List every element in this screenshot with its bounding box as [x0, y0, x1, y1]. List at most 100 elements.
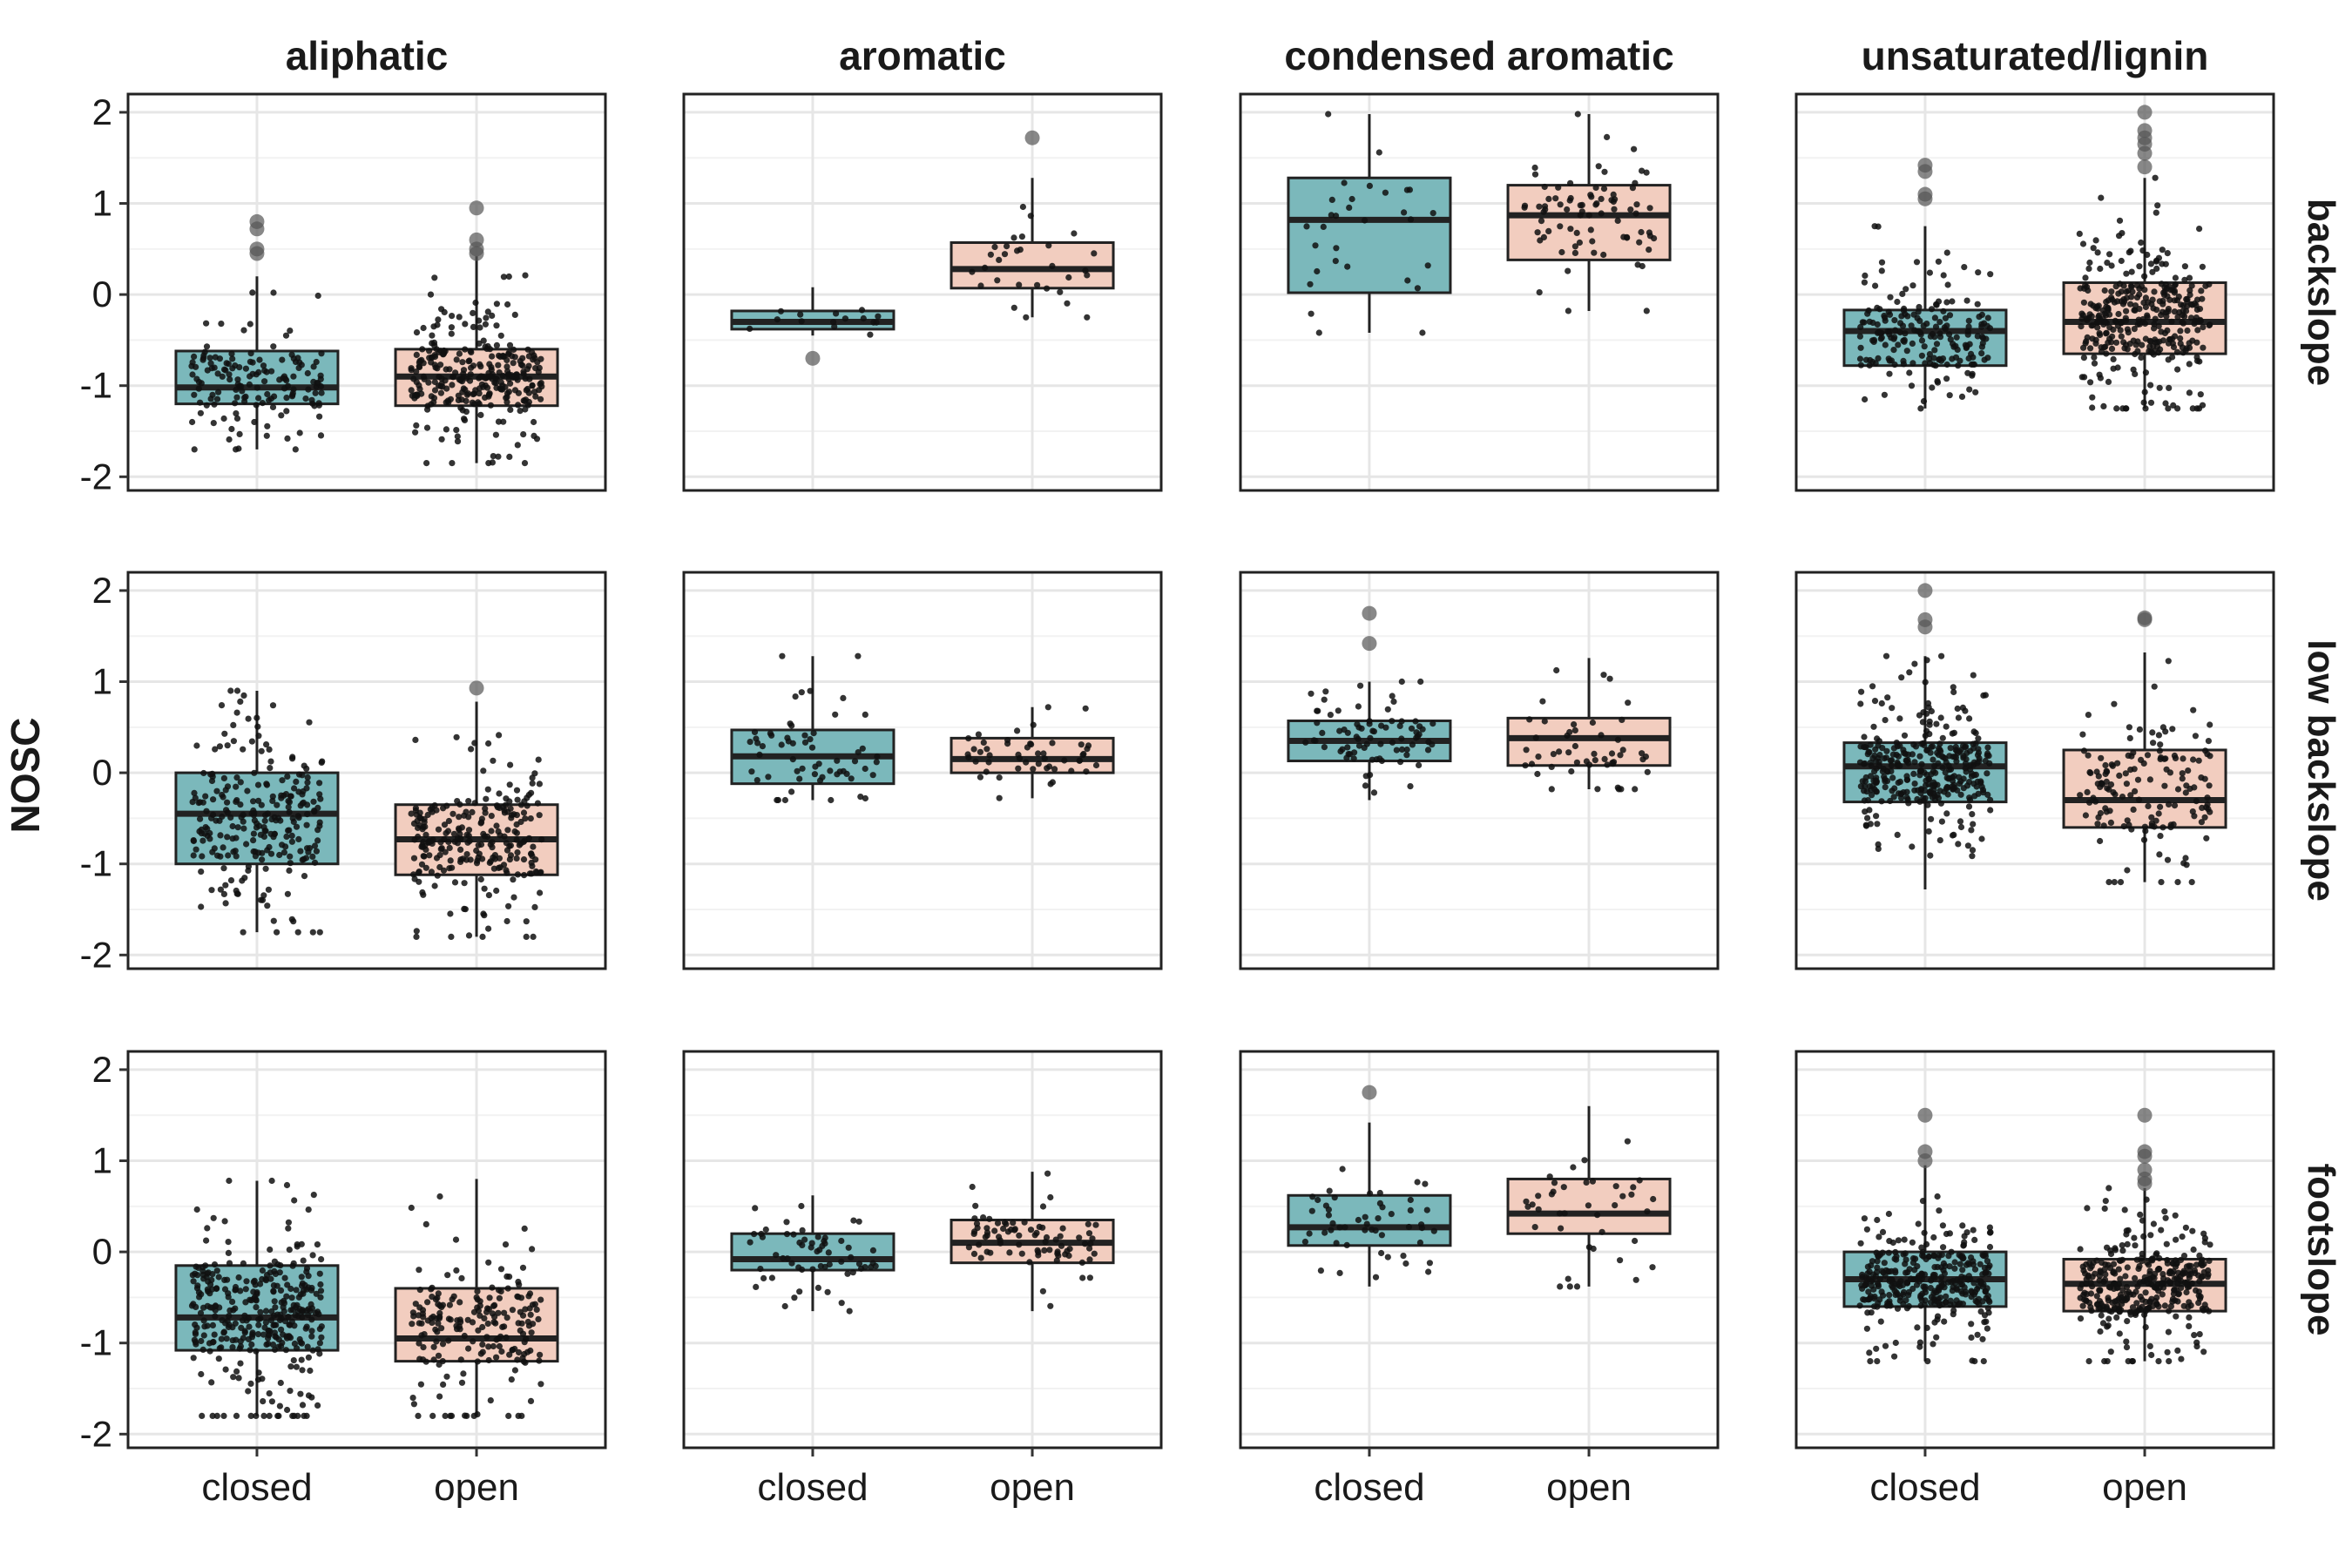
jitter-point: [1642, 754, 1649, 760]
box-closed: [1287, 605, 1452, 801]
jitter-point: [2201, 775, 2208, 782]
jitter-point: [2165, 306, 2172, 313]
jitter-point: [2151, 1284, 2158, 1291]
jitter-point: [1974, 301, 1981, 308]
outlier-point: [2137, 1162, 2153, 1178]
jitter-point: [513, 371, 520, 378]
jitter-point: [476, 317, 483, 324]
jitter-point: [1934, 1313, 1942, 1320]
jitter-point: [1975, 749, 1983, 756]
jitter-point: [276, 1316, 284, 1324]
jitter-point: [276, 851, 283, 859]
jitter-point: [754, 740, 761, 747]
jitter-point: [1861, 1215, 1868, 1222]
jitter-point: [1044, 1170, 1051, 1177]
jitter-point: [415, 1412, 422, 1419]
jitter-point: [1891, 785, 1898, 792]
jitter-point: [1314, 720, 1321, 727]
jitter-point: [1354, 720, 1361, 728]
jitter-point: [276, 1402, 283, 1409]
jitter-point: [2132, 1274, 2139, 1281]
jitter-point: [1859, 1274, 1866, 1281]
jitter-point: [1916, 1273, 1923, 1280]
jitter-point: [272, 1304, 279, 1311]
jitter-point: [1909, 360, 1916, 367]
jitter-point: [1355, 703, 1362, 710]
jitter-point: [189, 1272, 196, 1279]
jitter-point: [465, 1345, 472, 1352]
jitter-point: [312, 389, 319, 396]
jitter-point: [528, 1329, 535, 1336]
jitter-point: [233, 853, 240, 860]
jitter-point: [210, 796, 217, 803]
jitter-point: [2142, 405, 2149, 412]
jitter-point: [768, 732, 775, 739]
jitter-point: [2123, 1338, 2130, 1345]
jitter-point: [2131, 1234, 2138, 1241]
jitter-point: [412, 807, 419, 814]
jitter-point: [1957, 1278, 1963, 1285]
jitter-point: [1920, 709, 1927, 716]
jitter-point: [2159, 337, 2167, 344]
jitter-point: [1041, 755, 1048, 762]
jitter-point: [1867, 741, 1874, 748]
jitter-point: [522, 1306, 529, 1313]
jitter-point: [1963, 297, 1970, 304]
jitter-point: [1617, 1257, 1624, 1264]
jitter-point: [449, 382, 456, 389]
jitter-point: [757, 1266, 764, 1273]
jitter-point: [2112, 1270, 2119, 1277]
jitter-point: [436, 1193, 443, 1200]
jitter-point: [1016, 1241, 1023, 1248]
jitter-point: [1883, 747, 1890, 754]
jitter-point: [2159, 1291, 2166, 1298]
jitter-point: [1052, 1236, 1059, 1243]
jitter-point: [289, 1262, 296, 1269]
jitter-point: [456, 801, 463, 808]
jitter-point: [247, 373, 253, 380]
jitter-point: [1963, 768, 1970, 775]
jitter-point: [2141, 1311, 2148, 1318]
jitter-point: [524, 346, 531, 353]
jitter-point: [420, 823, 427, 831]
jitter-point: [297, 848, 304, 855]
jitter-point: [253, 402, 260, 409]
jitter-point: [1026, 1259, 1033, 1266]
jitter-point: [1892, 1339, 1899, 1347]
jitter-point: [2200, 1307, 2207, 1314]
jitter-point: [1868, 787, 1875, 794]
jitter-point: [453, 1322, 460, 1329]
jitter-point: [1874, 735, 1881, 742]
jitter-point: [2124, 1318, 2131, 1325]
jitter-point: [202, 793, 209, 800]
jitter-point: [2140, 760, 2147, 767]
jitter-point: [1423, 1206, 1430, 1213]
jitter-point: [287, 1363, 294, 1370]
column-title: aromatic: [839, 33, 1006, 78]
jitter-point: [1878, 1267, 1886, 1274]
jitter-point: [1362, 1227, 1369, 1233]
jitter-point: [1896, 715, 1903, 722]
jitter-point: [2123, 405, 2130, 412]
jitter-point: [1987, 807, 1994, 814]
outlier-point: [1917, 1144, 1933, 1159]
jitter-point: [1409, 741, 1416, 748]
jitter-point: [799, 765, 806, 772]
jitter-point: [970, 1250, 978, 1257]
jitter-point: [520, 1358, 528, 1365]
jitter-point: [2112, 339, 2120, 346]
jitter-point: [2097, 265, 2104, 273]
jitter-point: [1576, 239, 1583, 247]
jitter-point: [2116, 1305, 2123, 1312]
jitter-point: [470, 391, 476, 398]
jitter-point: [785, 738, 792, 745]
jitter-point: [1950, 729, 1957, 736]
jitter-point: [252, 853, 259, 860]
jitter-point: [498, 1348, 505, 1355]
jitter-point: [2118, 288, 2125, 295]
jitter-point: [211, 401, 218, 408]
jitter-point: [2157, 803, 2164, 810]
jitter-point: [799, 1227, 806, 1233]
jitter-point: [466, 377, 474, 384]
jitter-point: [2174, 786, 2182, 793]
